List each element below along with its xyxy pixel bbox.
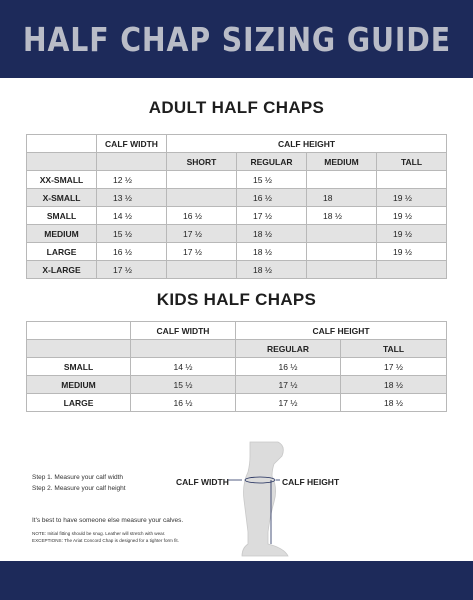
tall-value: 19 ½ xyxy=(375,206,448,225)
table-row: LARGE 16 ½ 17 ½ 18 ½ xyxy=(26,393,448,412)
adult-section-title: ADULT HALF CHAPS xyxy=(148,98,325,117)
kids-calf-height-header: CALF HEIGHT xyxy=(234,321,448,340)
kids-col-tall: TALL xyxy=(339,339,448,358)
corner-cell xyxy=(26,339,131,358)
adult-sizing-table: CALF WIDTH CALF HEIGHT SHORT REGULAR MED… xyxy=(26,134,448,279)
regular-value: 16 ½ xyxy=(236,188,307,207)
diagram-calf-width-label: CALF WIDTH xyxy=(176,477,229,487)
tall-value: 19 ½ xyxy=(375,224,448,243)
table-row: XX-SMALL 12 ½ 15 ½ xyxy=(26,170,448,189)
diagram-calf-height-label: CALF HEIGHT xyxy=(282,477,340,487)
table-row: MEDIUM 15 ½ 17 ½ 18 ½ xyxy=(26,375,448,394)
adult-col-tall: TALL xyxy=(375,152,448,171)
short-value xyxy=(166,188,237,207)
tall-value: 19 ½ xyxy=(375,242,448,261)
regular-value: 18 ½ xyxy=(236,260,307,279)
calf-width-value: 15 ½ xyxy=(96,224,167,243)
tall-value: 17 ½ xyxy=(339,357,448,376)
adult-calf-height-header: CALF HEIGHT xyxy=(165,134,448,153)
exceptions-text: EXCEPTIONS: The Ariat Concord Chap is de… xyxy=(32,538,179,543)
regular-value: 17 ½ xyxy=(236,206,307,225)
tall-value: 18 ½ xyxy=(339,375,448,394)
short-value: 17 ½ xyxy=(166,224,237,243)
regular-value: 18 ½ xyxy=(236,242,307,261)
calf-width-value: 14 ½ xyxy=(96,206,167,225)
regular-value: 16 ½ xyxy=(235,357,341,376)
leg-silhouette xyxy=(241,441,289,557)
calf-width-value: 16 ½ xyxy=(130,393,236,412)
medium-value: 18 ½ xyxy=(306,206,377,225)
regular-value: 17 ½ xyxy=(235,393,341,412)
size-label: XX-SMALL xyxy=(26,170,97,189)
header-banner: HALF CHAP SIZING GUIDE xyxy=(0,0,473,78)
medium-value: 18 xyxy=(306,188,377,207)
medium-value xyxy=(306,224,377,243)
size-label: X-SMALL xyxy=(26,188,97,207)
table-row: MEDIUM 15 ½ 17 ½ 18 ½ 19 ½ xyxy=(26,224,448,243)
corner-cell xyxy=(26,134,97,153)
calf-width-marker xyxy=(244,476,276,484)
table-row: X-LARGE 17 ½ 18 ½ xyxy=(26,260,448,279)
kids-col-regular: REGULAR xyxy=(235,339,341,358)
kids-calf-width-header: CALF WIDTH xyxy=(130,321,236,340)
tall-value: 19 ½ xyxy=(375,188,448,207)
short-value: 16 ½ xyxy=(166,206,237,225)
table-row: SMALL 14 ½ 16 ½ 17 ½ 18 ½ 19 ½ xyxy=(26,206,448,225)
table-row: X-SMALL 13 ½ 16 ½ 18 19 ½ xyxy=(26,188,448,207)
blank-cell xyxy=(96,152,167,171)
size-label: LARGE xyxy=(26,242,97,261)
medium-value xyxy=(306,242,377,261)
table-row: SMALL 14 ½ 16 ½ 17 ½ xyxy=(26,357,448,376)
regular-value: 18 ½ xyxy=(236,224,307,243)
adult-col-short: SHORT xyxy=(166,152,237,171)
calf-width-value: 14 ½ xyxy=(130,357,236,376)
adult-calf-width-header: CALF WIDTH xyxy=(96,134,167,153)
kids-subheader-row: REGULAR TALL xyxy=(26,339,448,358)
kids-sizing-table: CALF WIDTH CALF HEIGHT REGULAR TALL SMAL… xyxy=(26,321,448,412)
blank-cell xyxy=(130,339,236,358)
size-label: MEDIUM xyxy=(26,224,97,243)
calf-width-value: 15 ½ xyxy=(130,375,236,394)
regular-value: 17 ½ xyxy=(235,375,341,394)
adult-subheader-row: SHORT REGULAR MEDIUM TALL xyxy=(26,152,448,171)
table-row: LARGE 16 ½ 17 ½ 18 ½ 19 ½ xyxy=(26,242,448,261)
size-label: MEDIUM xyxy=(26,375,131,394)
short-value xyxy=(166,260,237,279)
regular-value: 15 ½ xyxy=(236,170,307,189)
step-1-text: Step 1. Measure your calf width xyxy=(32,474,124,481)
calf-width-value: 13 ½ xyxy=(96,188,167,207)
kids-header-row: CALF WIDTH CALF HEIGHT xyxy=(26,321,448,340)
calf-width-value: 17 ½ xyxy=(96,260,167,279)
tall-value xyxy=(375,170,448,189)
footer-banner xyxy=(0,561,473,600)
size-label: LARGE xyxy=(26,393,131,412)
calf-width-value: 12 ½ xyxy=(96,170,167,189)
adult-col-regular: REGULAR xyxy=(236,152,307,171)
page-title: HALF CHAP SIZING GUIDE xyxy=(22,19,451,59)
short-value: 17 ½ xyxy=(166,242,237,261)
size-label: X-LARGE xyxy=(26,260,97,279)
adult-header-row: CALF WIDTH CALF HEIGHT xyxy=(26,134,448,153)
corner-cell xyxy=(26,321,131,340)
calf-width-value: 16 ½ xyxy=(96,242,167,261)
tip-text: It's best to have someone else measure y… xyxy=(32,517,184,524)
note-text: NOTE: Initial fitting should be snug. Le… xyxy=(32,531,166,536)
corner-cell xyxy=(26,152,97,171)
short-value xyxy=(166,170,237,189)
adult-col-medium: MEDIUM xyxy=(306,152,377,171)
step-2-text: Step 2. Measure your calf height xyxy=(32,485,126,492)
leg-diagram xyxy=(228,441,289,557)
kids-section-title: KIDS HALF CHAPS xyxy=(156,290,317,309)
size-label: SMALL xyxy=(26,206,97,225)
medium-value xyxy=(306,170,377,189)
medium-value xyxy=(306,260,377,279)
tall-value: 18 ½ xyxy=(339,393,448,412)
size-label: SMALL xyxy=(26,357,131,376)
tall-value xyxy=(375,260,448,279)
